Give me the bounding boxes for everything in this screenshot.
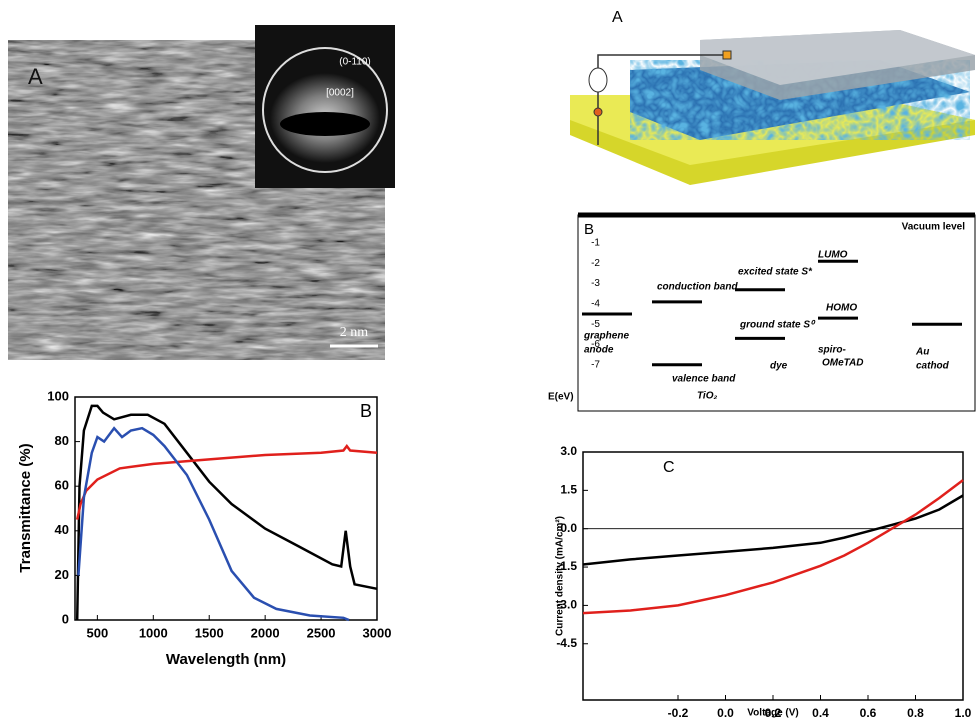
x-axis-label: Wavelength (nm) — [166, 651, 286, 668]
x-axis-label: Voltage (V) — [747, 708, 798, 719]
level-label: graphene — [583, 331, 629, 342]
panel-label: A — [612, 9, 623, 26]
panel-label: C — [663, 459, 675, 476]
x-tick-label: 1500 — [195, 625, 224, 640]
scale-label: 2 nm — [340, 325, 369, 340]
diffraction-ring — [262, 47, 388, 173]
y-tick-label: 20 — [55, 567, 69, 582]
level-label: TiO₂ — [697, 391, 717, 402]
level-label: HOMO — [826, 303, 857, 314]
data-line — [75, 444, 378, 520]
data-line — [77, 426, 350, 622]
y-tick-label: -7 — [591, 359, 600, 370]
y-axis-label: Transmittance (%) — [17, 443, 34, 572]
y-tick-label: -1 — [591, 238, 600, 249]
y-tick-label: -1.5 — [556, 559, 577, 573]
x-tick-label: 0.4 — [812, 706, 829, 719]
y-tick-label: 40 — [55, 522, 69, 537]
x-tick-label: 500 — [87, 625, 109, 640]
y-tick-label: -3.0 — [556, 598, 577, 612]
x-tick-label: 0.6 — [860, 706, 877, 719]
y-tick-label: 3.0 — [560, 444, 577, 458]
y-tick-label: -3 — [591, 278, 600, 289]
y-tick-label: 0.0 — [560, 521, 577, 535]
plot-frame — [582, 451, 964, 701]
level-label: Au — [915, 347, 929, 358]
y-tick-label: 60 — [55, 478, 69, 493]
level-label: LUMO — [818, 250, 848, 261]
y-tick-label: 80 — [55, 433, 69, 448]
x-tick-label: 2000 — [251, 625, 280, 640]
x-tick-label: 1000 — [139, 625, 168, 640]
level-label: OMeTAD — [822, 358, 863, 369]
x-tick-label: 0.2 — [765, 706, 782, 719]
data-line — [582, 494, 964, 566]
contact — [593, 107, 603, 117]
y-tick-label: 100 — [47, 388, 69, 403]
level-label: excited state S* — [738, 267, 813, 278]
level-label: conduction band — [657, 282, 738, 293]
y-tick-label: 0 — [62, 611, 69, 626]
inset-label: (0-110) — [339, 57, 371, 68]
level-label: spiro- — [818, 345, 846, 356]
level-label: ground state S⁰ — [739, 320, 816, 331]
x-tick-label: 2500 — [307, 625, 336, 640]
meter — [588, 67, 608, 93]
diagram-frame — [577, 214, 976, 412]
x-tick-label: -0.2 — [668, 706, 689, 719]
y-tick-label: -4.5 — [556, 636, 577, 650]
inset-label: [0002] — [326, 88, 354, 99]
beam-stop — [280, 112, 370, 136]
y-tick-label: -2 — [591, 258, 600, 269]
data-line — [75, 404, 378, 621]
y-tick-label: 1.5 — [560, 483, 577, 497]
x-tick-label: 0.8 — [907, 706, 924, 719]
top-label: Vacuum level — [902, 222, 966, 233]
data-line — [582, 479, 964, 615]
y-tick-label: -5 — [591, 319, 600, 330]
axis-label: E(eV) — [548, 392, 574, 403]
level-label: dye — [770, 361, 788, 372]
y-tick-label: -4 — [591, 299, 600, 310]
level-label: anode — [584, 345, 614, 356]
level-label: valence band — [672, 374, 736, 385]
y-axis-label: Current density (mA/cm²) — [555, 516, 566, 636]
level-label: cathod — [916, 361, 950, 372]
panel-label: B — [584, 221, 594, 238]
panel-label: B — [360, 401, 372, 421]
plot-frame — [74, 396, 378, 621]
y-tick-label: -6 — [591, 339, 600, 350]
panel-label: A — [28, 64, 43, 89]
contact — [722, 50, 732, 60]
x-tick-label: 3000 — [363, 625, 392, 640]
x-tick-label: 1.0 — [955, 706, 972, 719]
x-tick-label: 0.0 — [717, 706, 734, 719]
glass-top — [700, 30, 975, 85]
